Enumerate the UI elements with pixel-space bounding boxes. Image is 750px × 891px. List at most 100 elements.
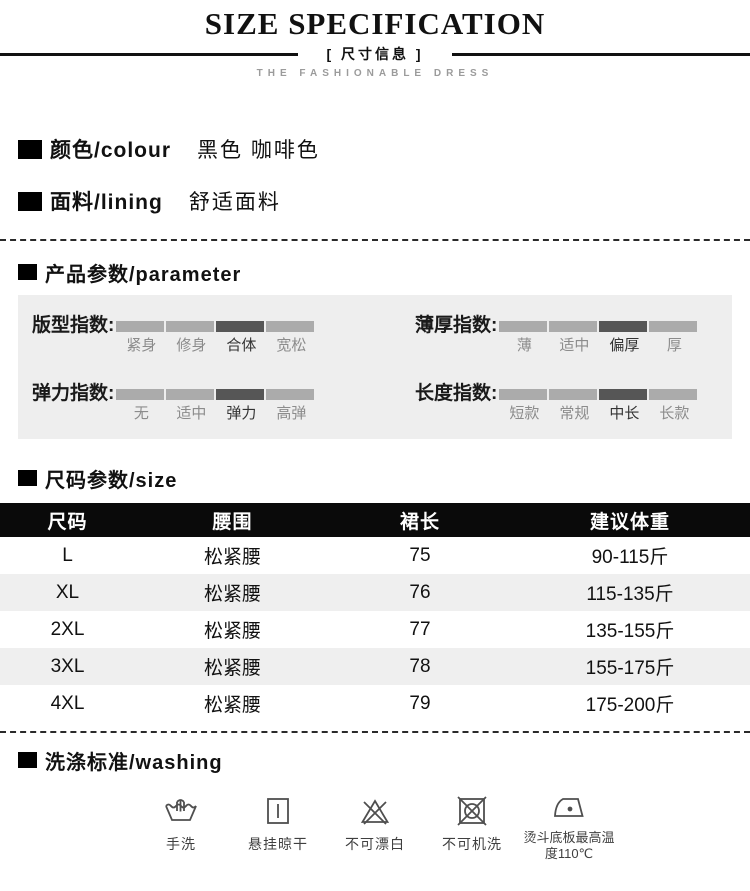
bar-segment: [649, 321, 698, 332]
indicator-thickness-bar: 薄 适中 偏厚 厚: [499, 315, 699, 354]
bar-segment: [549, 389, 598, 400]
iron-max-110-icon: [554, 798, 584, 817]
lining-row: 面料/lining 舒适面料: [18, 187, 750, 215]
parameter-title: 产品参数/parameter: [45, 263, 242, 286]
cell-skirt-length: 79: [409, 692, 431, 714]
cell-weight: 135-155斤: [585, 621, 675, 642]
colour-label: 颜色/colour: [50, 139, 172, 162]
option-label: 弹力: [226, 405, 257, 422]
parameter-section: 产品参数/parameter 版型指数: 紧身 修身 合体 宽松 薄厚指数: 薄 适中: [0, 259, 750, 439]
basic-info-section: 颜色/colour 黑色 咖啡色 面料/lining 舒适面料: [18, 135, 750, 215]
table-row: 2XL 松紧腰 77 135-155斤: [0, 611, 750, 648]
subtitle-row: [ 尺寸信息 ]: [0, 44, 750, 64]
bar-segment: [166, 321, 215, 332]
indicator-length: 长度指数: 短款 常规 中长 长款: [377, 383, 722, 423]
indicator-fit-label: 版型指数:: [32, 315, 115, 336]
wash-item-no-machine-wash: 不可机洗: [424, 793, 521, 862]
bar-segment: [599, 321, 648, 332]
black-square-bullet-icon: [18, 139, 42, 159]
black-square-bullet-icon: [18, 191, 42, 211]
washing-icons-row: 手洗 悬挂晾干 不可漂白 不可机洗: [0, 793, 750, 862]
parameter-heading: 产品参数/parameter: [18, 259, 750, 286]
wash-item-label: 烫斗底板最高温度110℃: [523, 830, 615, 861]
lining-label: 面料/lining: [50, 191, 163, 214]
option-label: 厚: [666, 337, 682, 354]
colour-value: 黑色 咖啡色: [197, 139, 320, 162]
size-table: 尺码 腰围 裙长 建议体重 L 松紧腰 75 90-115斤 XL 松紧腰 76…: [0, 503, 750, 722]
cell-skirt-length: 77: [409, 618, 431, 640]
col-header-skirt-length: 裙长: [330, 503, 510, 537]
tagline: THE FASHIONABLE DRESS: [256, 68, 494, 79]
indicator-fit-bar: 紧身 修身 合体 宽松: [116, 315, 316, 354]
table-row: XL 松紧腰 76 115-135斤: [0, 574, 750, 611]
indicator-stretch-label: 弹力指数:: [32, 383, 115, 404]
hang-dry-icon: [267, 798, 289, 824]
option-label: 中长: [609, 405, 640, 422]
option-label: 合体: [226, 337, 257, 354]
bar-segment: [166, 389, 215, 400]
cell-size: 2XL: [50, 618, 85, 640]
black-square-bullet-icon: [18, 264, 37, 280]
cell-skirt-length: 75: [409, 544, 431, 566]
bar-segment: [649, 389, 698, 400]
cell-waist: 松紧腰: [203, 658, 261, 679]
cell-weight: 175-200斤: [585, 695, 675, 716]
option-label: 高弹: [276, 405, 307, 422]
wash-item-label: 手洗: [166, 836, 196, 852]
cell-weight: 115-135斤: [586, 584, 674, 605]
size-heading: 尺码参数/size: [18, 465, 750, 492]
cell-weight: 90-115斤: [591, 547, 669, 568]
option-label: 薄: [516, 337, 532, 354]
indicator-length-label: 长度指数:: [415, 383, 498, 404]
size-section: 尺码参数/size 尺码 腰围 裙长 建议体重 L 松紧腰 75 90-115斤…: [0, 465, 750, 722]
size-table-header-row: 尺码 腰围 裙长 建议体重: [0, 503, 750, 537]
cell-size: 4XL: [50, 692, 85, 714]
bar-segment: [499, 389, 548, 400]
col-header-size: 尺码: [0, 503, 135, 537]
bar-segment: [216, 321, 265, 332]
option-label: 常规: [559, 405, 590, 422]
parameter-panel: 版型指数: 紧身 修身 合体 宽松 薄厚指数: 薄 适中 偏厚 厚: [18, 295, 732, 439]
indicator-thickness: 薄厚指数: 薄 适中 偏厚 厚: [377, 315, 722, 355]
bar-segment: [116, 389, 165, 400]
hand-wash-icon: [165, 799, 197, 821]
cell-waist: 松紧腰: [203, 695, 261, 716]
cell-waist: 松紧腰: [203, 547, 261, 568]
table-row: L 松紧腰 75 90-115斤: [0, 537, 750, 574]
option-label: 长款: [659, 405, 690, 422]
option-label: 修身: [176, 337, 207, 354]
indicator-fit: 版型指数: 紧身 修身 合体 宽松: [32, 315, 377, 355]
dashed-divider: [0, 239, 750, 241]
cell-waist: 松紧腰: [203, 584, 261, 605]
option-label: 偏厚: [609, 337, 640, 354]
subtitle-cn: [ 尺寸信息 ]: [298, 44, 452, 64]
black-square-bullet-icon: [18, 752, 37, 768]
option-label: 宽松: [276, 337, 307, 354]
washing-heading: 洗涤标准/washing: [18, 747, 750, 774]
no-bleach-icon: [360, 799, 390, 825]
indicator-length-bar: 短款 常规 中长 长款: [499, 383, 699, 422]
indicator-thickness-label: 薄厚指数:: [415, 315, 498, 336]
bar-segment: [599, 389, 648, 400]
wash-item-iron-max-110: 烫斗底板最高温度110℃: [521, 793, 618, 862]
bar-segment: [116, 321, 165, 332]
wash-item-hang-dry: 悬挂晾干: [230, 793, 327, 862]
lining-value: 舒适面料: [188, 191, 281, 214]
page-header: SIZE SPECIFICATION [ 尺寸信息 ] THE FASHIONA…: [0, 0, 750, 79]
table-row: 3XL 松紧腰 78 155-175斤: [0, 648, 750, 685]
option-label: 短款: [509, 405, 540, 422]
cell-weight: 155-175斤: [585, 658, 675, 679]
option-label: 适中: [559, 337, 590, 354]
col-header-waist: 腰围: [135, 503, 330, 537]
table-row: 4XL 松紧腰 79 175-200斤: [0, 685, 750, 722]
washing-title: 洗涤标准/washing: [45, 751, 223, 774]
bar-segment: [266, 389, 315, 400]
bar-segment: [499, 321, 548, 332]
wash-item-hand-wash: 手洗: [133, 793, 230, 862]
no-machine-wash-icon: [457, 796, 487, 826]
cell-size: L: [62, 544, 73, 566]
wash-item-no-bleach: 不可漂白: [327, 793, 424, 862]
option-label: 紧身: [126, 337, 157, 354]
bar-segment: [266, 321, 315, 332]
colour-row: 颜色/colour 黑色 咖啡色: [18, 135, 750, 163]
